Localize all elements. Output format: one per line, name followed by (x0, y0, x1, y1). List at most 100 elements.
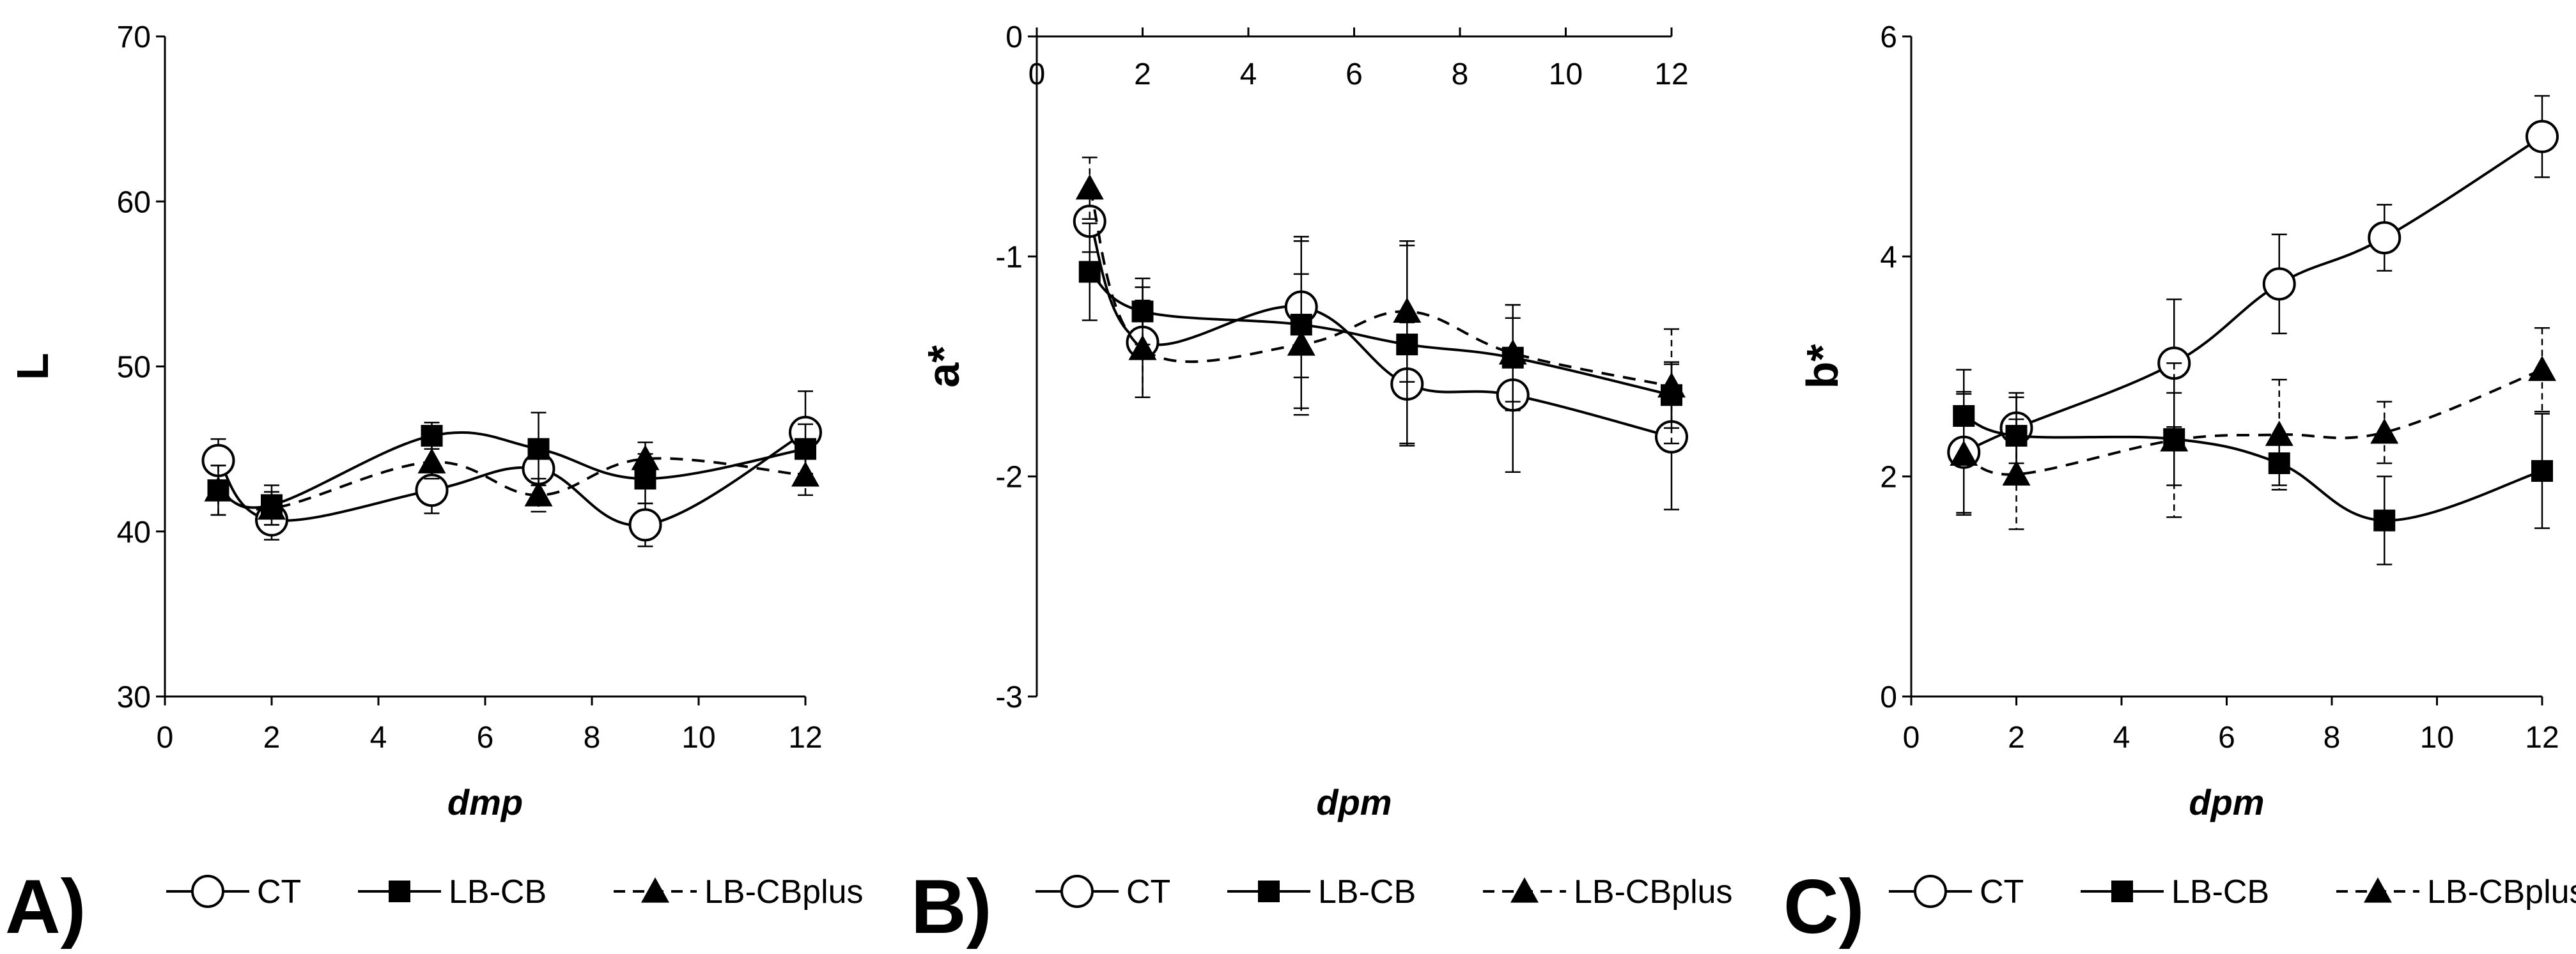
legend: CT LB-CB LB-CBplus (1889, 873, 2576, 911)
data-point (1950, 440, 1978, 466)
legend-key-marker (1510, 877, 1539, 903)
panel-label: A) (5, 864, 86, 950)
legend-label: LB-CBplus (1574, 873, 1733, 911)
series-LB-CB (207, 412, 816, 526)
legend-key-marker (389, 881, 410, 902)
legend-label: CT (257, 873, 301, 911)
panel-label: B) (911, 864, 992, 950)
chart-panel-2: 0 2 4 6 0 2 4 6 8 10 12 b* dpm C) CT LB-CB LB-CBplus (1783, 20, 2576, 950)
series-line (1088, 187, 1672, 388)
x-tick-label: 12 (788, 721, 822, 755)
data-point (2262, 267, 2296, 301)
x-tick-label: 6 (477, 721, 494, 755)
legend-key-marker (191, 875, 224, 908)
y-tick-label: -3 (995, 681, 1023, 714)
legend: CT LB-CB LB-CBplus (1036, 873, 1733, 911)
y-axis-title: L (8, 353, 58, 380)
y-tick-label: 6 (1880, 20, 1897, 54)
data-point (2002, 460, 2031, 486)
legend-key-marker (641, 877, 669, 903)
data-point (1657, 372, 1686, 398)
series-CT (1947, 95, 2559, 514)
x-tick-label: 2 (263, 721, 281, 755)
legend-key-marker (2111, 881, 2133, 902)
data-point (1078, 261, 1101, 283)
y-tick-label: 30 (117, 681, 151, 714)
data-point (791, 461, 819, 487)
legend-label: LB-CB (449, 873, 547, 911)
legend-key-marker (1914, 875, 1947, 908)
legend-key-marker (1060, 875, 1094, 908)
series-line (1963, 135, 2543, 454)
series-line (217, 431, 806, 509)
y-tick-label: -2 (995, 461, 1023, 495)
series-LB-CB (1078, 222, 1682, 445)
data-point (1287, 330, 1315, 356)
x-tick-label: 4 (370, 721, 387, 755)
data-point (421, 424, 443, 447)
x-tick-label: 6 (2218, 721, 2235, 755)
x-axis-title: dpm (2189, 782, 2264, 822)
data-point (524, 481, 553, 507)
x-tick-label: 2 (1134, 58, 1151, 91)
x-tick-label: 8 (1452, 58, 1469, 91)
data-point (2531, 460, 2553, 482)
y-tick-label: 2 (1880, 461, 1897, 495)
y-tick-label: 40 (117, 516, 151, 550)
y-axis-title: b* (1797, 344, 1847, 389)
data-point (2160, 426, 2189, 452)
data-point (1393, 297, 1422, 323)
legend-label: LB-CBplus (2427, 873, 2576, 911)
data-point (2528, 355, 2556, 381)
y-tick-label: 70 (117, 20, 151, 54)
legend: CT LB-CB LB-CBplus (166, 873, 864, 911)
series-LB-CBplus (204, 442, 819, 526)
x-tick-label: 0 (1903, 721, 1920, 755)
legend-key-marker (2364, 877, 2392, 903)
data-point (258, 494, 286, 520)
x-tick-label: 4 (1240, 58, 1257, 91)
x-tick-label: 12 (2525, 721, 2559, 755)
series-line (1089, 270, 1672, 397)
x-axis-title: dmp (447, 782, 523, 822)
series-CT (1073, 189, 1688, 511)
series-line (217, 431, 807, 527)
legend-label: CT (1126, 873, 1170, 911)
legend-label: LB-CB (1318, 873, 1416, 911)
series-LB-CB (1953, 369, 2553, 565)
data-point (417, 448, 446, 473)
series-line (1088, 220, 1672, 438)
x-tick-label: 0 (157, 721, 174, 755)
data-point (415, 473, 449, 507)
data-point (2526, 119, 2559, 153)
chart-panel-1: -3 -2 -1 00 2 4 6 8 10 12 a* dpm B) CT LB-CB LB-CBplus (911, 20, 1733, 950)
data-point (527, 438, 550, 460)
legend-label: LB-CBplus (704, 873, 864, 911)
data-point (1075, 174, 1104, 200)
x-axis-title: dpm (1316, 782, 1392, 822)
data-point (204, 476, 233, 502)
series-line (217, 457, 806, 511)
y-tick-label: -1 (995, 240, 1023, 274)
x-tick-label: 10 (681, 721, 715, 755)
series-line (1963, 368, 2543, 476)
data-point (2368, 221, 2401, 255)
x-tick-label: 8 (584, 721, 601, 755)
data-point (1498, 339, 1527, 365)
x-tick-label: 10 (1549, 58, 1583, 91)
x-tick-label: 2 (2008, 721, 2025, 755)
data-point (1128, 334, 1157, 360)
data-point (634, 468, 656, 490)
data-point (628, 508, 662, 542)
data-point (2265, 420, 2293, 446)
x-tick-label: 4 (2113, 721, 2130, 755)
legend-key-marker (1258, 881, 1280, 902)
y-tick-label: 0 (1880, 681, 1897, 714)
series-CT (201, 390, 822, 548)
legend-label: LB-CB (2171, 873, 2269, 911)
x-tick-label: 10 (2420, 721, 2454, 755)
series-LB-CBplus (1950, 327, 2556, 530)
y-tick-label: 60 (117, 185, 151, 219)
